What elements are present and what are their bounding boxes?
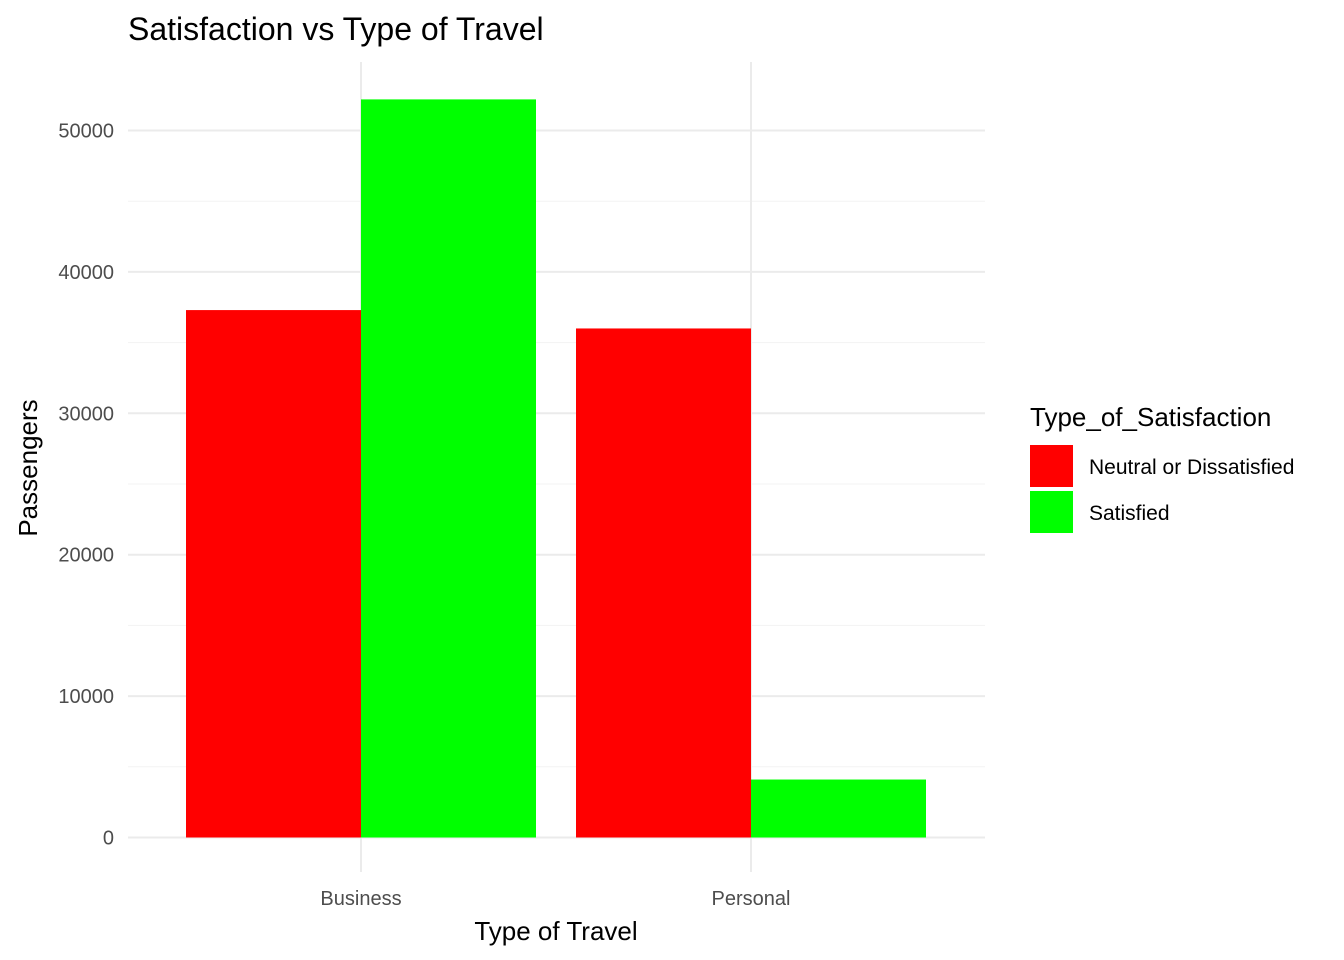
- y-tick-label: 0: [103, 828, 114, 850]
- x-tick-label: Personal: [712, 888, 791, 910]
- bar-personal-neutral-or-dissatisfied: [576, 328, 751, 838]
- legend: Type_of_Satisfaction Neutral or Dissatis…: [1030, 402, 1294, 533]
- bar-personal-satisfied: [751, 779, 926, 838]
- bar-business-neutral-or-dissatisfied: [186, 310, 361, 838]
- chart-title: Satisfaction vs Type of Travel: [128, 11, 544, 47]
- x-axis-title: Type of Travel: [474, 916, 637, 946]
- y-tick-label: 10000: [58, 686, 114, 708]
- legend-items: Neutral or Dissatisfied Satisfied: [1030, 445, 1294, 533]
- y-tick-label: 40000: [58, 262, 114, 284]
- x-tick-label: Business: [320, 888, 401, 910]
- x-axis-ticks: Business Personal: [320, 888, 790, 910]
- bar-business-satisfied: [361, 99, 536, 838]
- bars: [186, 99, 926, 838]
- y-tick-label: 30000: [58, 403, 114, 425]
- legend-label: Neutral or Dissatisfied: [1089, 456, 1294, 479]
- legend-swatch: [1030, 491, 1073, 533]
- legend-swatch: [1030, 445, 1073, 487]
- legend-label: Satisfied: [1089, 502, 1170, 525]
- legend-title: Type_of_Satisfaction: [1030, 402, 1271, 432]
- y-axis-ticks: 0 10000 20000 30000 40000 50000: [58, 121, 114, 850]
- y-axis-title: Passengers: [13, 399, 43, 536]
- y-tick-label: 20000: [58, 545, 114, 567]
- y-tick-label: 50000: [58, 121, 114, 143]
